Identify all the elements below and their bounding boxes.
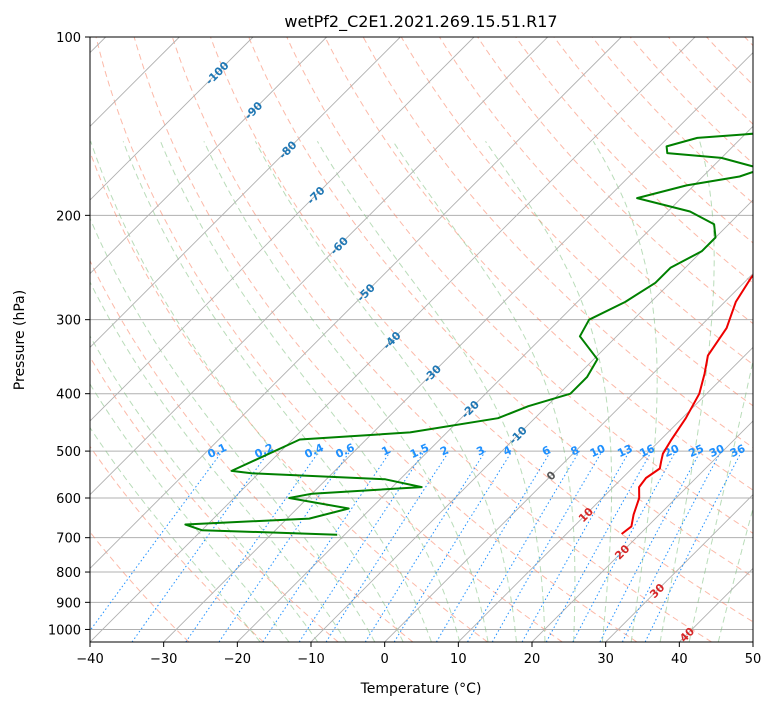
moist-adiabat <box>90 426 261 642</box>
x-tick-label: 30 <box>597 652 614 667</box>
y-axis-ticks: 100 200 300 400 500 600 700 800 900 1000 <box>48 31 90 638</box>
dry-adiabat <box>591 37 753 204</box>
moist-adiabat <box>392 141 576 642</box>
dry-adiabat <box>553 37 753 244</box>
mixing-ratio-line <box>90 450 223 632</box>
mixing-ratio-line <box>218 450 351 642</box>
dry-adiabat <box>362 37 753 449</box>
dry-adiabats <box>90 37 753 642</box>
temperature-profile <box>620 273 753 535</box>
moist-adiabat <box>90 335 319 642</box>
isotherm-line <box>90 37 254 201</box>
x-tick-label: −30 <box>150 652 177 667</box>
mixing-ratio-label: 13 <box>615 442 634 460</box>
moist-adiabat <box>592 141 658 642</box>
moist-adiabat <box>90 383 290 642</box>
mixing-ratio-line <box>545 450 653 642</box>
dewpoint-profile <box>184 132 753 536</box>
dry-adiabat <box>90 150 488 642</box>
isotherm-line <box>90 37 475 422</box>
plot-area: -100-90-80-70-60-50-40-30-20-10010203040… <box>90 37 753 642</box>
dry-adiabat <box>90 445 264 642</box>
y-tick-label: 600 <box>56 492 81 507</box>
y-tick-label: 400 <box>56 388 81 403</box>
dry-adiabat <box>400 37 753 407</box>
pressure-gridlines <box>90 37 753 630</box>
mixing-ratio-line <box>185 450 320 642</box>
x-tick-label: −10 <box>297 652 324 667</box>
y-tick-label: 500 <box>56 445 81 460</box>
moist-adiabat <box>90 141 404 642</box>
y-axis-title: Pressure (hPa) <box>12 290 28 390</box>
mixing-ratio-line <box>393 450 513 642</box>
x-tick-label: −40 <box>76 652 103 667</box>
isotherm-line <box>458 346 753 642</box>
mixing-ratio-label: 30 <box>707 442 727 460</box>
y-tick-label: 800 <box>56 566 81 581</box>
plot-frame <box>89 36 754 643</box>
dry-adiabat <box>90 259 414 642</box>
isotherm-line <box>531 420 753 642</box>
x-tick-label: 20 <box>524 652 541 667</box>
y-tick-label: 100 <box>56 31 81 46</box>
y-tick-label: 200 <box>56 209 81 224</box>
y-tick-label: 900 <box>56 596 81 611</box>
moist-adiabat <box>203 141 489 642</box>
mixing-ratio-lines <box>90 450 743 642</box>
mixing-ratio-label: 10 <box>588 442 608 460</box>
y-tick-label: 300 <box>56 314 81 329</box>
dry-adiabat <box>438 37 753 366</box>
mixing-ratio-label: 36 <box>728 442 748 460</box>
isotherm-line <box>90 37 622 569</box>
moist-adiabat <box>160 141 461 642</box>
mixing-ratio-labels: 0.1 0.2 0.4 0.6 1 1.5 2 3 4 6 8 10 13 16 20 25 30 36 <box>206 441 748 461</box>
y-tick-label: 700 <box>56 532 81 547</box>
mixing-ratio-line <box>521 450 630 642</box>
moist-adiabat <box>717 506 753 642</box>
x-tick-label: 0 <box>381 652 389 667</box>
isotherm-line <box>90 37 696 642</box>
dry-adiabat <box>95 37 563 642</box>
dry-adiabat <box>171 37 712 642</box>
mixing-ratio-line <box>131 450 270 642</box>
x-axis-ticks: −40 −30 −20 −10 0 10 20 30 40 50 <box>76 642 761 667</box>
x-tick-label: 40 <box>671 652 688 667</box>
isotherm-line <box>163 52 753 642</box>
dry-adiabat <box>133 37 638 642</box>
isotherm-line <box>605 494 753 642</box>
mixing-ratio-label: 25 <box>687 442 706 460</box>
mixing-ratio-label: 16 <box>638 442 658 460</box>
mixing-ratio-line <box>298 450 425 642</box>
x-axis-title: Temperature (°C) <box>360 681 482 697</box>
moist-adiabat <box>659 141 715 642</box>
mixing-ratio-line <box>325 450 450 642</box>
sounding-profiles <box>184 132 753 536</box>
isotherm-line <box>90 37 548 496</box>
isotherm-line <box>310 199 753 642</box>
moist-adiabat <box>122 141 432 642</box>
isotherm-line <box>237 125 753 642</box>
x-tick-label: 10 <box>450 652 467 667</box>
dry-adiabat <box>629 37 753 165</box>
isotherms <box>90 37 753 642</box>
isotherm-line <box>384 273 753 642</box>
dry-adiabat <box>477 37 753 325</box>
mixing-ratio-line <box>644 450 743 642</box>
isotherm-line <box>90 37 401 348</box>
dry-adiabat <box>286 37 753 534</box>
isotherm-line <box>90 37 327 275</box>
moist-adiabat <box>688 358 753 642</box>
moist-adiabat <box>90 280 347 642</box>
mixing-ratio-line <box>572 450 677 642</box>
x-tick-label: −20 <box>224 652 251 667</box>
y-tick-label: 1000 <box>48 623 81 638</box>
x-tick-label: 50 <box>745 652 762 667</box>
moist-adiabat <box>254 141 517 642</box>
dry-adiabat <box>248 37 753 578</box>
mixing-ratio-line <box>262 450 392 642</box>
chart-title: wetPf2_C2E1.2021.269.15.51.R17 <box>284 12 557 32</box>
